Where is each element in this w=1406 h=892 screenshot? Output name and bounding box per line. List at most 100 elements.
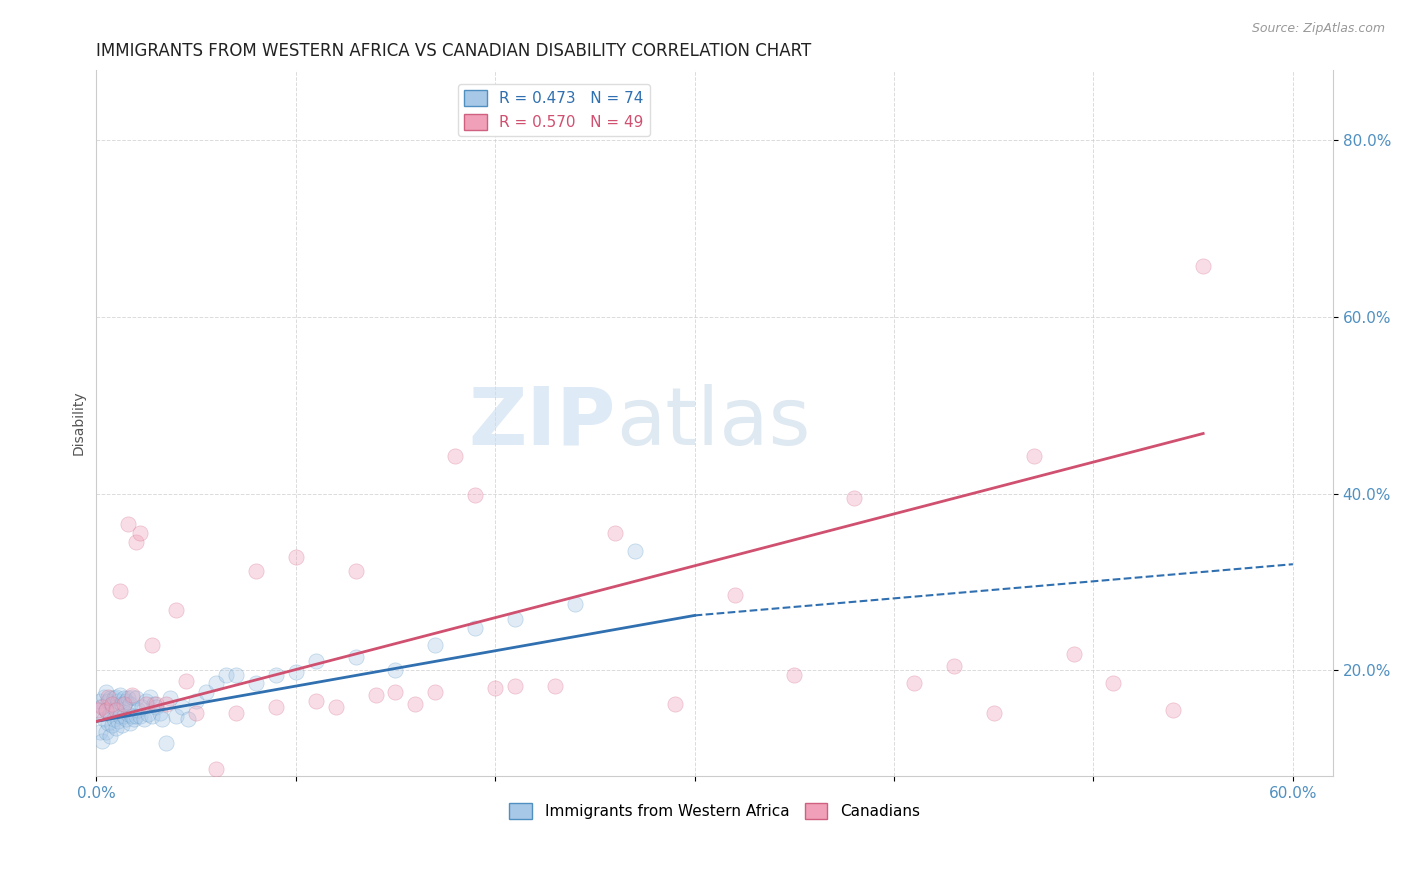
Point (105, 700, 128, 714)
Point (125, 535, 148, 549)
Point (145, 697, 167, 711)
Point (91, 700, 114, 714)
Point (983, 706, 1005, 720)
Point (141, 639, 163, 653)
Point (215, 667, 238, 681)
Point (205, 676, 228, 690)
Point (105, 690, 128, 704)
Point (112, 691, 135, 706)
Point (135, 694, 157, 708)
Point (87, 703, 110, 717)
Point (117, 707, 139, 722)
Point (101, 718, 124, 732)
Point (464, 488, 486, 502)
Point (564, 597, 586, 611)
Point (184, 694, 207, 708)
Point (1161, 703, 1184, 717)
Point (364, 688, 387, 702)
Point (112, 697, 135, 711)
Point (107, 714, 129, 729)
Point (425, 685, 447, 699)
Text: IMMIGRANTS FROM WESTERN AFRICA VS CANADIAN DISABILITY CORRELATION CHART: IMMIGRANTS FROM WESTERN AFRICA VS CANADI… (97, 42, 811, 60)
Point (129, 526, 152, 541)
Point (93, 712, 115, 726)
Point (264, 667, 287, 681)
Point (264, 700, 287, 714)
Point (139, 690, 162, 704)
Point (105, 721, 128, 735)
Point (96, 703, 118, 717)
Text: Source: ZipAtlas.com: Source: ZipAtlas.com (1251, 22, 1385, 36)
Text: atlas: atlas (616, 384, 810, 462)
Point (305, 654, 328, 668)
Point (245, 676, 267, 690)
Point (125, 691, 148, 706)
Point (155, 697, 177, 711)
Point (129, 709, 152, 723)
Point (103, 691, 125, 706)
Point (96, 725, 118, 739)
Point (184, 706, 207, 720)
Point (136, 707, 159, 722)
Point (149, 706, 172, 720)
Point (101, 698, 124, 713)
Point (1102, 676, 1125, 690)
Point (544, 679, 567, 693)
Point (344, 649, 367, 664)
Point (117, 517, 139, 532)
Point (344, 564, 367, 578)
Point (783, 667, 806, 681)
Point (131, 700, 153, 714)
Point (96, 703, 118, 717)
Point (165, 603, 187, 617)
Point (503, 679, 526, 693)
Point (89, 725, 111, 739)
Point (603, 526, 626, 541)
Point (97, 690, 120, 704)
Point (177, 712, 200, 726)
Point (425, 639, 447, 653)
Point (503, 612, 526, 626)
Point (105, 703, 128, 717)
Point (125, 709, 148, 723)
Point (122, 712, 145, 726)
Point (159, 691, 181, 706)
Point (91, 698, 114, 713)
Point (134, 712, 156, 726)
Point (91, 734, 114, 748)
Point (111, 697, 134, 711)
Point (145, 700, 167, 714)
Point (404, 697, 426, 711)
Point (942, 658, 965, 673)
Point (225, 667, 247, 681)
Point (135, 697, 157, 711)
Point (723, 588, 745, 602)
Point (127, 703, 149, 717)
Point (121, 709, 143, 723)
Point (98, 691, 121, 706)
Text: ZIP: ZIP (468, 384, 616, 462)
Point (384, 685, 406, 699)
Point (115, 712, 138, 726)
Point (1063, 648, 1085, 662)
Point (174, 673, 197, 688)
Point (112, 709, 135, 723)
Point (111, 718, 134, 732)
Point (165, 709, 187, 723)
Point (120, 716, 142, 731)
Point (110, 688, 132, 702)
Point (101, 697, 124, 711)
Point (225, 706, 247, 720)
Point (464, 621, 486, 635)
Y-axis label: Disability: Disability (72, 391, 86, 455)
Point (484, 681, 506, 695)
Point (325, 700, 347, 714)
Point (844, 491, 866, 505)
Point (121, 688, 143, 702)
Point (98, 730, 121, 744)
Point (103, 712, 125, 726)
Point (384, 663, 406, 677)
Point (93, 690, 115, 704)
Point (110, 709, 132, 723)
Point (117, 691, 139, 706)
